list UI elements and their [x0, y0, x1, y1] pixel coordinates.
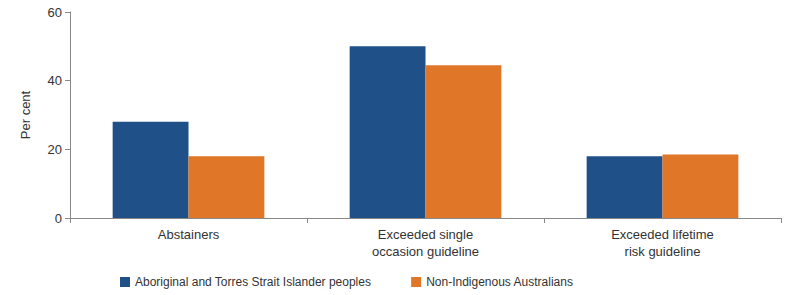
- svg-text:Non-Indigenous Australians: Non-Indigenous Australians: [426, 275, 573, 289]
- svg-text:20: 20: [48, 142, 62, 157]
- svg-text:40: 40: [48, 73, 62, 88]
- svg-text:Abstainers: Abstainers: [158, 227, 220, 242]
- svg-text:60: 60: [48, 5, 62, 20]
- svg-text:Per cent: Per cent: [18, 90, 33, 139]
- svg-text:Aboriginal and Torres Strait I: Aboriginal and Torres Strait Islander pe…: [135, 275, 371, 289]
- svg-text:0: 0: [55, 211, 62, 226]
- svg-text:Exceeded lifetime: Exceeded lifetime: [611, 227, 714, 242]
- svg-text:occasion guideline: occasion guideline: [372, 244, 479, 259]
- svg-text:risk guideline: risk guideline: [625, 244, 701, 259]
- svg-text:Exceeded single: Exceeded single: [378, 227, 473, 242]
